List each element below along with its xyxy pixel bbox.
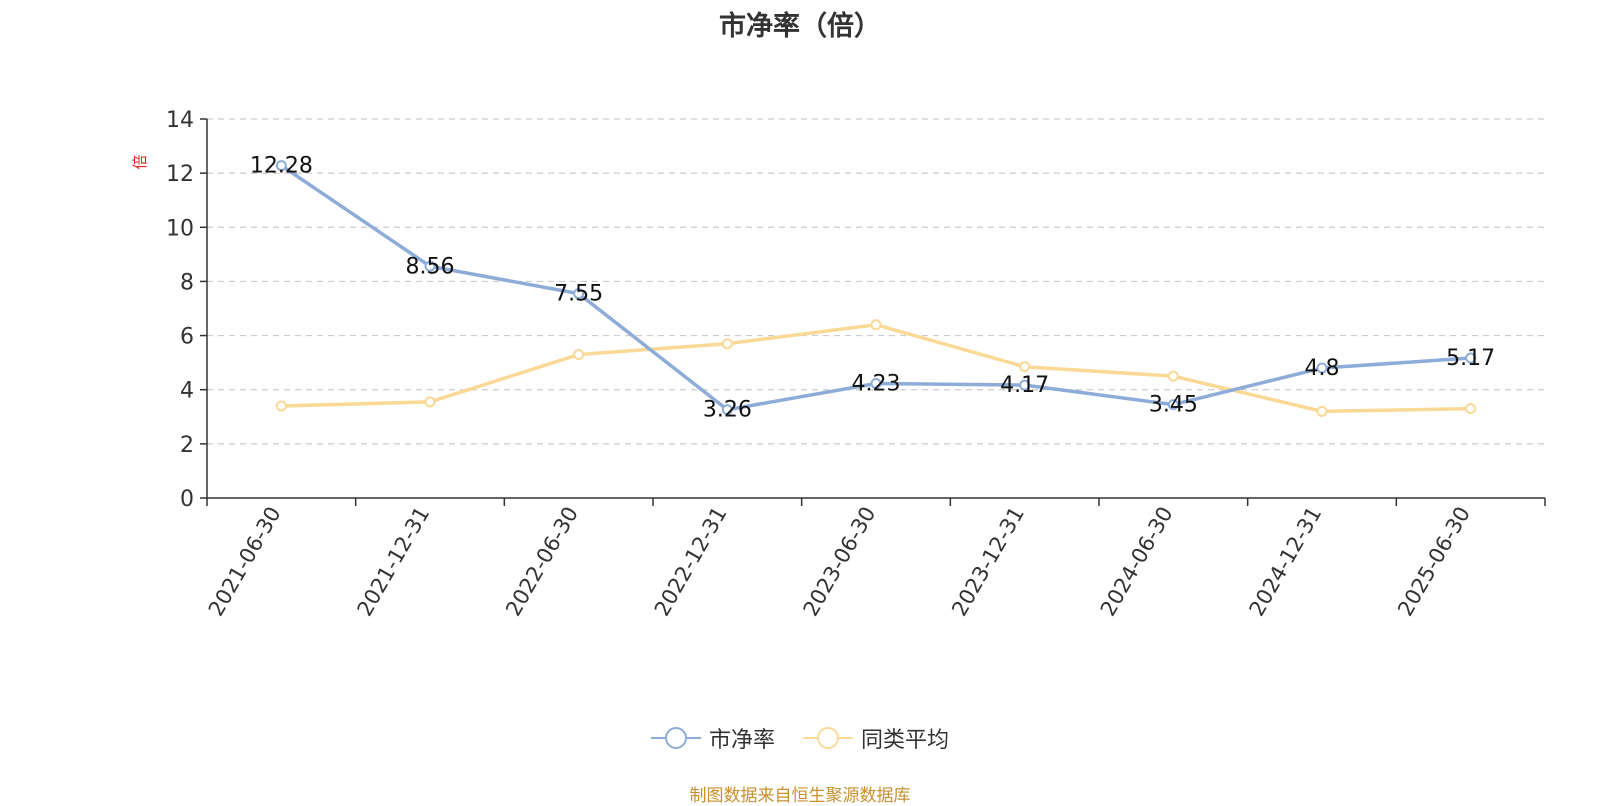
- legend-peer-line-circle-icon: [803, 727, 853, 749]
- x-tick-label: 2021-06-30: [204, 503, 286, 621]
- legend-label-peer: 同类平均: [861, 728, 950, 753]
- y-axis-unit-label: 倍: [131, 154, 149, 169]
- chart-title: 市净率（倍）: [719, 11, 881, 42]
- data-point-peer: [1167, 370, 1179, 382]
- data-point-peer: [1465, 403, 1477, 415]
- source-note: 制图数据来自恒生聚源数据库: [689, 786, 911, 806]
- data-point-pb: [870, 377, 882, 389]
- data-point-peer: [424, 396, 436, 408]
- data-point-pb: [275, 160, 287, 172]
- data-point-pb: [573, 288, 585, 300]
- data-point-pb: [721, 404, 733, 416]
- legend: 市净率 同类平均: [0, 722, 1600, 754]
- x-tick-label: 2022-06-30: [501, 503, 583, 621]
- x-tick-label: 2021-12-31: [353, 503, 435, 621]
- data-labels: 12.28 8.56 7.55 3.26 4.23 4.17 3.45 4.8 5.17: [250, 154, 1495, 423]
- y-tick-label: 6: [180, 325, 194, 350]
- data-label-pb: 4.8: [1305, 356, 1340, 381]
- data-point-peer: [1316, 405, 1328, 417]
- x-tick-label: 2023-06-30: [799, 503, 881, 621]
- y-tick-label: 2: [180, 433, 194, 458]
- legend-item-pb[interactable]: 市净率: [650, 722, 775, 754]
- data-point-pb: [1316, 362, 1328, 374]
- data-point-peer: [870, 319, 882, 331]
- grid-lines: [207, 118, 1545, 445]
- legend-label-pb: 市净率: [708, 728, 775, 753]
- data-label-pb: 4.23: [852, 371, 901, 396]
- x-tick-label: 2024-12-31: [1245, 503, 1327, 621]
- y-tick-label: 0: [180, 487, 194, 512]
- y-tick-label: 10: [166, 216, 194, 241]
- y-tick-label: 4: [180, 379, 194, 404]
- data-label-pb: 8.56: [406, 254, 455, 279]
- x-tick-label: 2023-12-31: [947, 503, 1029, 621]
- data-label-pb: 5.17: [1446, 346, 1495, 371]
- data-point-peer: [721, 338, 733, 350]
- data-label-pb: 7.55: [554, 282, 603, 307]
- data-point-pb: [1167, 399, 1179, 411]
- legend-item-peer[interactable]: 同类平均: [803, 722, 949, 754]
- data-point-peer: [275, 400, 287, 412]
- data-label-pb: 4.17: [1000, 373, 1049, 398]
- legend-pb-line-circle-icon: [650, 727, 701, 749]
- x-tick-label: 2024-06-30: [1096, 503, 1178, 621]
- series-line-peer: [281, 322, 1471, 414]
- y-tick-label: 12: [166, 162, 194, 187]
- data-label-pb: 3.45: [1149, 393, 1198, 418]
- y-tick-label: 8: [180, 270, 194, 295]
- data-point-pb: [424, 260, 436, 272]
- data-label-pb: 12.28: [250, 154, 313, 179]
- data-point-pb: [1019, 379, 1031, 391]
- data-point-pb: [1465, 352, 1477, 364]
- x-tick-label: 2022-12-31: [650, 503, 732, 621]
- y-tick-label: 14: [166, 108, 194, 133]
- x-tick-label: 2025-06-30: [1393, 503, 1475, 621]
- data-point-peer: [573, 349, 585, 361]
- series-lines: [275, 160, 1477, 417]
- data-label-pb: 3.26: [703, 398, 752, 423]
- data-point-peer: [1019, 361, 1031, 373]
